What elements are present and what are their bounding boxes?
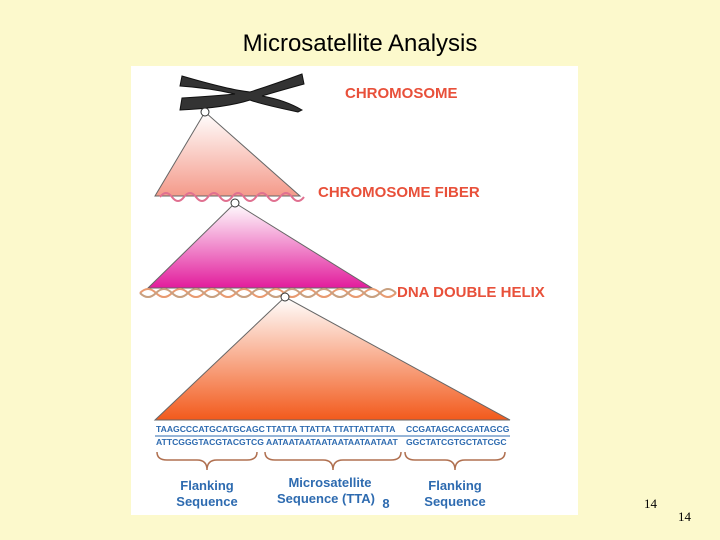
triangle (154, 111, 302, 197)
region-label: Sequence (424, 494, 485, 509)
chromosome-fiber (159, 192, 305, 202)
node (200, 107, 210, 117)
double-helix (139, 288, 397, 298)
sequence-bottom: AATAATAATAATAATAATAATAAT (266, 437, 398, 447)
region-label: Flanking (428, 478, 482, 493)
sequence-top: TAAGCCCATGCATGCAGC (156, 424, 265, 434)
region-label: Sequence (176, 494, 237, 509)
sequence-bottom: GGCTATCGTGCTATCGC (406, 437, 507, 447)
region-label: Flanking (180, 478, 234, 493)
sequence-bottom: ATTCGGGTACGTACGTCG (156, 437, 264, 447)
level-label: CHROMOSOME (345, 85, 458, 102)
triangle (153, 296, 511, 421)
region-subscript: 8 (382, 496, 389, 511)
level-label: DNA DOUBLE HELIX (397, 284, 545, 301)
level-label: CHROMOSOME FIBER (318, 184, 480, 201)
node (230, 198, 240, 208)
slide-title: Microsatellite Analysis (243, 30, 478, 57)
sequence-top: TTATTA TTATTA TTATTATTATTA (266, 424, 395, 434)
sequence-top: CCGATAGCACGATAGCG (406, 424, 510, 434)
chromosome (179, 73, 305, 113)
region-label: Sequence (TTA) (277, 491, 375, 506)
node (280, 292, 290, 302)
braces (156, 451, 506, 471)
slide-number: 14 (678, 509, 692, 524)
region-label: Microsatellite (288, 475, 371, 490)
image-page-number: 14 (644, 496, 658, 511)
